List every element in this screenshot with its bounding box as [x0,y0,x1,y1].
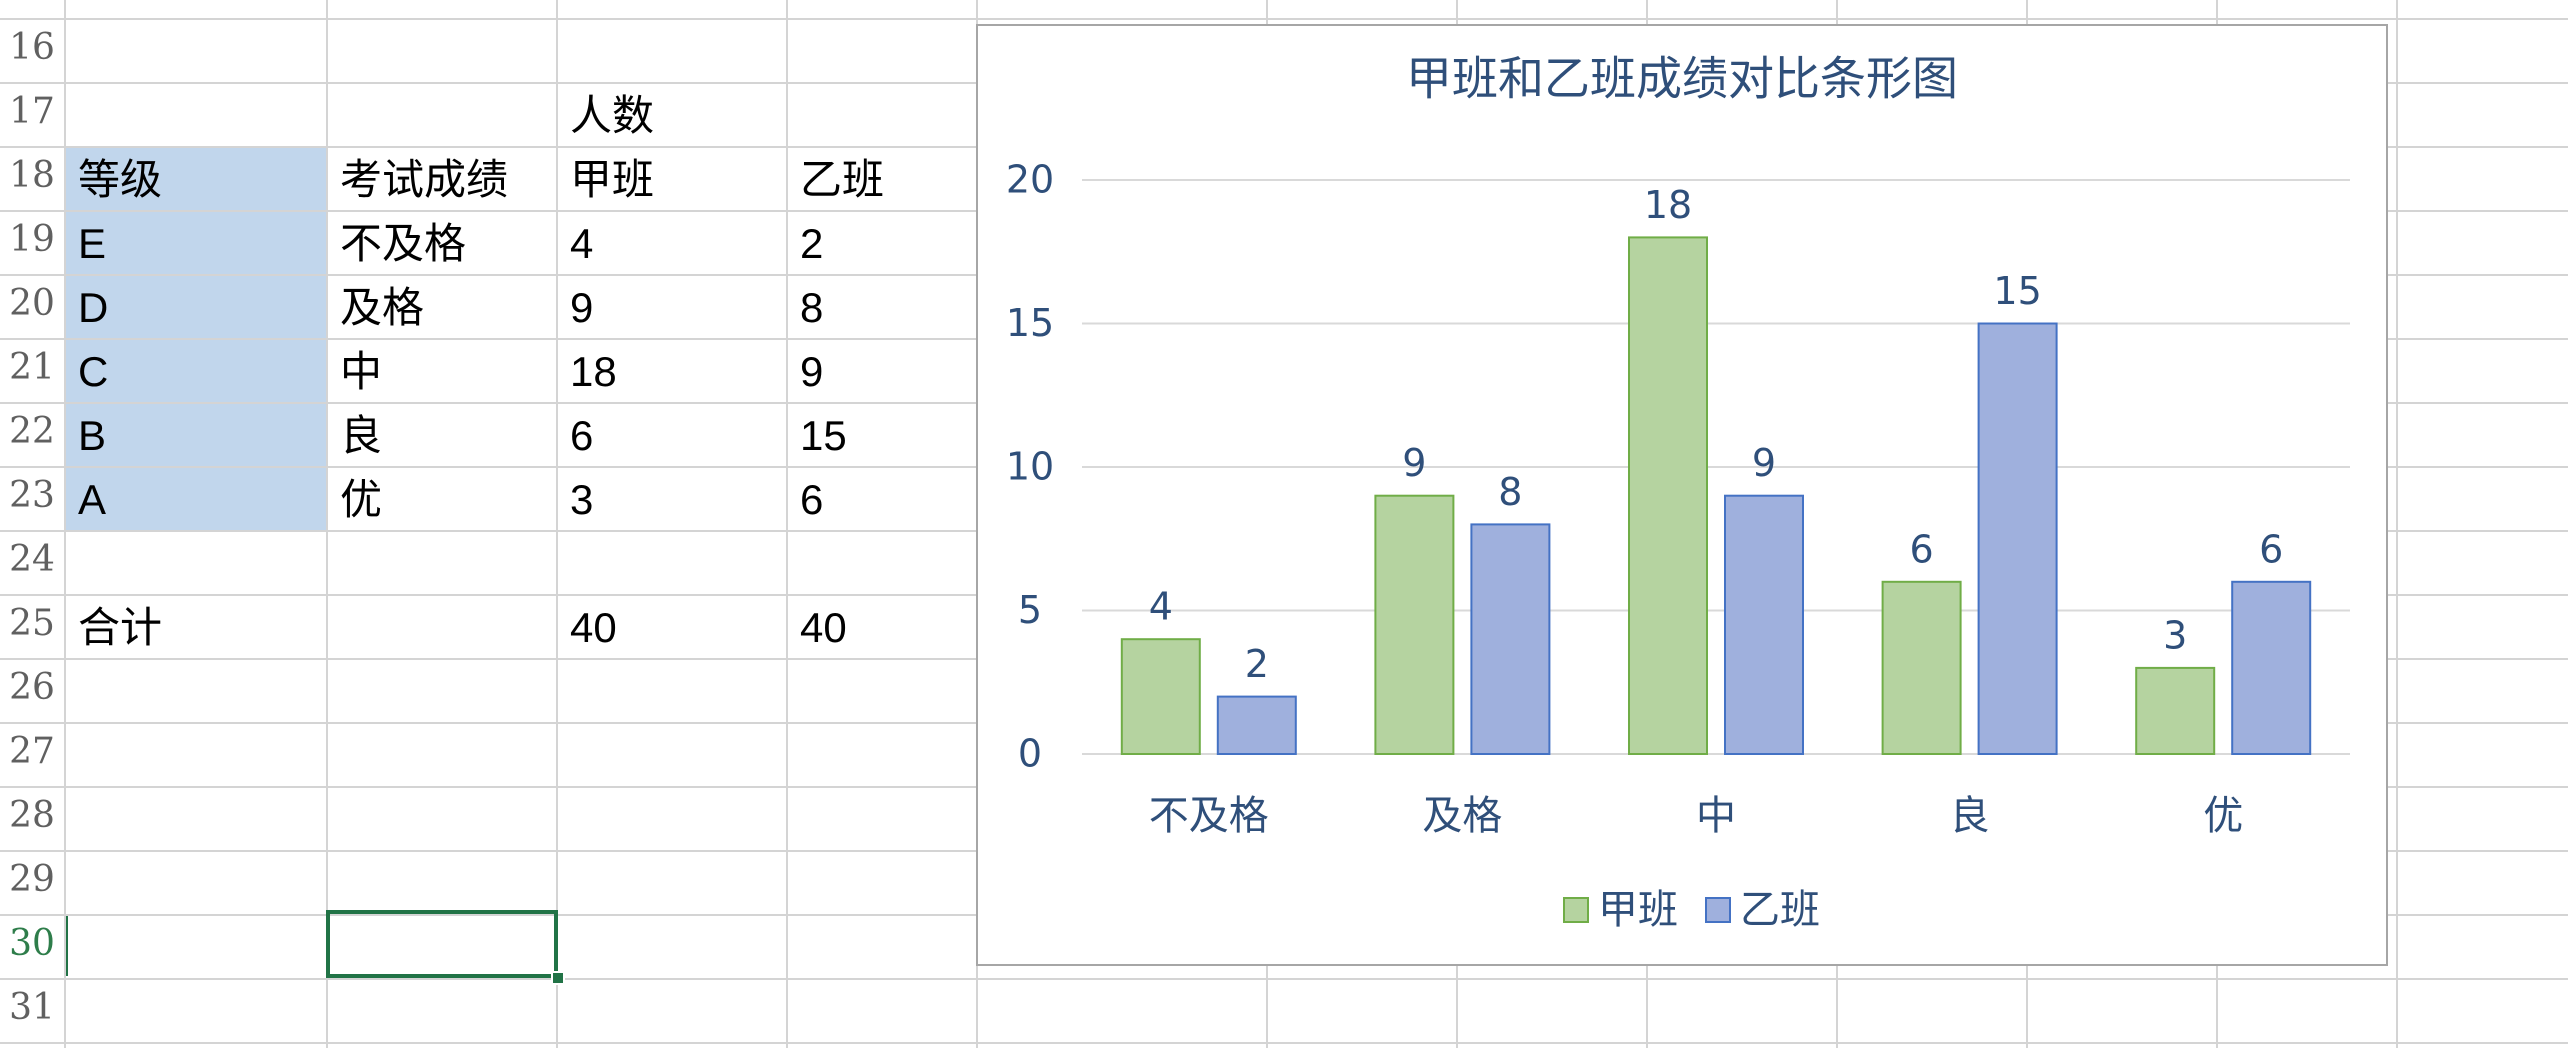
y-tick-label: 5 [1018,588,1042,632]
score-cell[interactable]: 优 [340,476,383,523]
data-label: 6 [1910,527,1934,571]
bar-class-a [1881,580,1962,755]
score-cell[interactable]: 中 [340,348,383,395]
active-row-marker [64,914,68,976]
column-gridline [786,0,788,1048]
row-number[interactable]: 30 [9,923,55,964]
row-number[interactable]: 25 [9,603,55,644]
x-category-label: 及格 [1422,793,1502,839]
legend-swatch-class-b [1705,897,1731,923]
bar-class-b [1977,322,2058,755]
class-b-count-cell[interactable]: 15 [800,412,847,459]
bar-class-b [1470,523,1551,755]
column-gridline [556,0,558,1048]
row-number[interactable]: 21 [9,347,55,388]
score-cell[interactable]: 良 [340,412,383,459]
x-category-label: 中 [1696,793,1736,839]
legend-label: 乙班 [1740,887,1820,933]
row-number[interactable]: 16 [9,27,55,68]
row-number[interactable]: 22 [9,411,55,452]
chart-title: 甲班和乙班成绩对比条形图 [1406,52,1958,106]
row-number[interactable]: 24 [9,539,55,580]
class-b-count-cell[interactable]: 9 [800,348,824,395]
bar-class-b [1216,695,1297,755]
column-gridline [64,0,66,1048]
class-b-count-cell[interactable]: 6 [800,476,824,523]
class-a-count-cell[interactable]: 4 [570,220,594,267]
chart-canvas: 甲班和乙班成绩对比条形图 0 5 10 15 20 4 2 不及格 9 8 及格 18 9 中 6 15 良 3 6 优… [1006,52,2350,933]
data-label: 9 [1402,441,1426,485]
fill-handle[interactable] [551,971,565,985]
row-gridline [0,18,2568,20]
bar-class-a [1120,638,1201,756]
row-number[interactable]: 18 [9,155,55,196]
row-number[interactable]: 26 [9,667,55,708]
bar-class-a [1374,494,1455,755]
class-a-count-cell[interactable]: 6 [570,412,594,459]
data-label: 9 [1752,441,1776,485]
header-count-cell[interactable]: 人数 [570,92,655,139]
data-label: 4 [1149,585,1173,629]
bar-class-a [2135,666,2216,756]
legend-swatch-class-a [1563,897,1589,923]
row-number[interactable]: 20 [9,283,55,324]
header-class-b-cell[interactable]: 乙班 [800,156,885,203]
bar-class-b [1724,494,1804,755]
legend-label: 甲班 [1598,887,1678,933]
row-number[interactable]: 29 [9,859,55,900]
column-gridline [2396,0,2398,1048]
class-a-count-cell[interactable]: 3 [570,476,594,523]
row-gridline [0,978,2568,980]
data-label: 6 [2259,527,2283,571]
selected-cell[interactable] [326,910,558,978]
score-cell[interactable]: 及格 [340,284,425,331]
level-cell[interactable]: C [66,340,326,402]
row-number[interactable]: 17 [9,91,55,132]
class-a-count-cell[interactable]: 18 [570,348,617,395]
total-label-cell[interactable]: 合计 [78,604,163,651]
bar-class-a [1628,236,1708,755]
y-tick-label: 15 [1006,301,1054,345]
level-cell[interactable]: D [66,276,326,338]
class-b-count-cell[interactable]: 2 [800,220,824,267]
y-tick-label: 10 [1006,445,1054,489]
total-class-b-cell[interactable]: 40 [800,604,847,651]
bar-class-b [2231,580,2312,755]
level-cell[interactable]: B [66,404,326,466]
header-level-cell[interactable]: 等级 [66,148,326,210]
row-number[interactable]: 19 [9,219,55,260]
x-category-label: 良 [1950,793,1990,839]
data-label: 2 [1245,642,1269,686]
row-number[interactable]: 27 [9,731,55,772]
header-class-a-cell[interactable]: 甲班 [570,156,655,203]
bar-chart[interactable]: 甲班和乙班成绩对比条形图 0 5 10 15 20 4 2 不及格 9 8 及格 18 9 中 6 15 良 3 6 优… [976,24,2388,966]
data-label: 8 [1498,470,1522,514]
score-cell[interactable]: 不及格 [340,220,467,267]
y-tick-label: 20 [1006,158,1054,202]
row-number[interactable]: 23 [9,475,55,516]
x-category-label: 优 [2203,793,2243,839]
row-number[interactable]: 28 [9,795,55,836]
row-number[interactable]: 31 [9,987,55,1028]
header-score-cell[interactable]: 考试成绩 [340,156,509,203]
class-b-count-cell[interactable]: 8 [800,284,824,331]
row-gridline [0,1042,2568,1044]
data-label: 15 [1993,269,2041,313]
y-tick-label: 0 [1018,732,1042,776]
class-a-count-cell[interactable]: 9 [570,284,594,331]
data-label: 18 [1644,183,1692,227]
x-category-label: 不及格 [1149,793,1269,839]
column-gridline [326,0,328,1048]
level-cell[interactable]: A [66,468,326,530]
data-label: 3 [2163,613,2187,657]
level-cell[interactable]: E [66,212,326,274]
total-class-a-cell[interactable]: 40 [570,604,617,651]
